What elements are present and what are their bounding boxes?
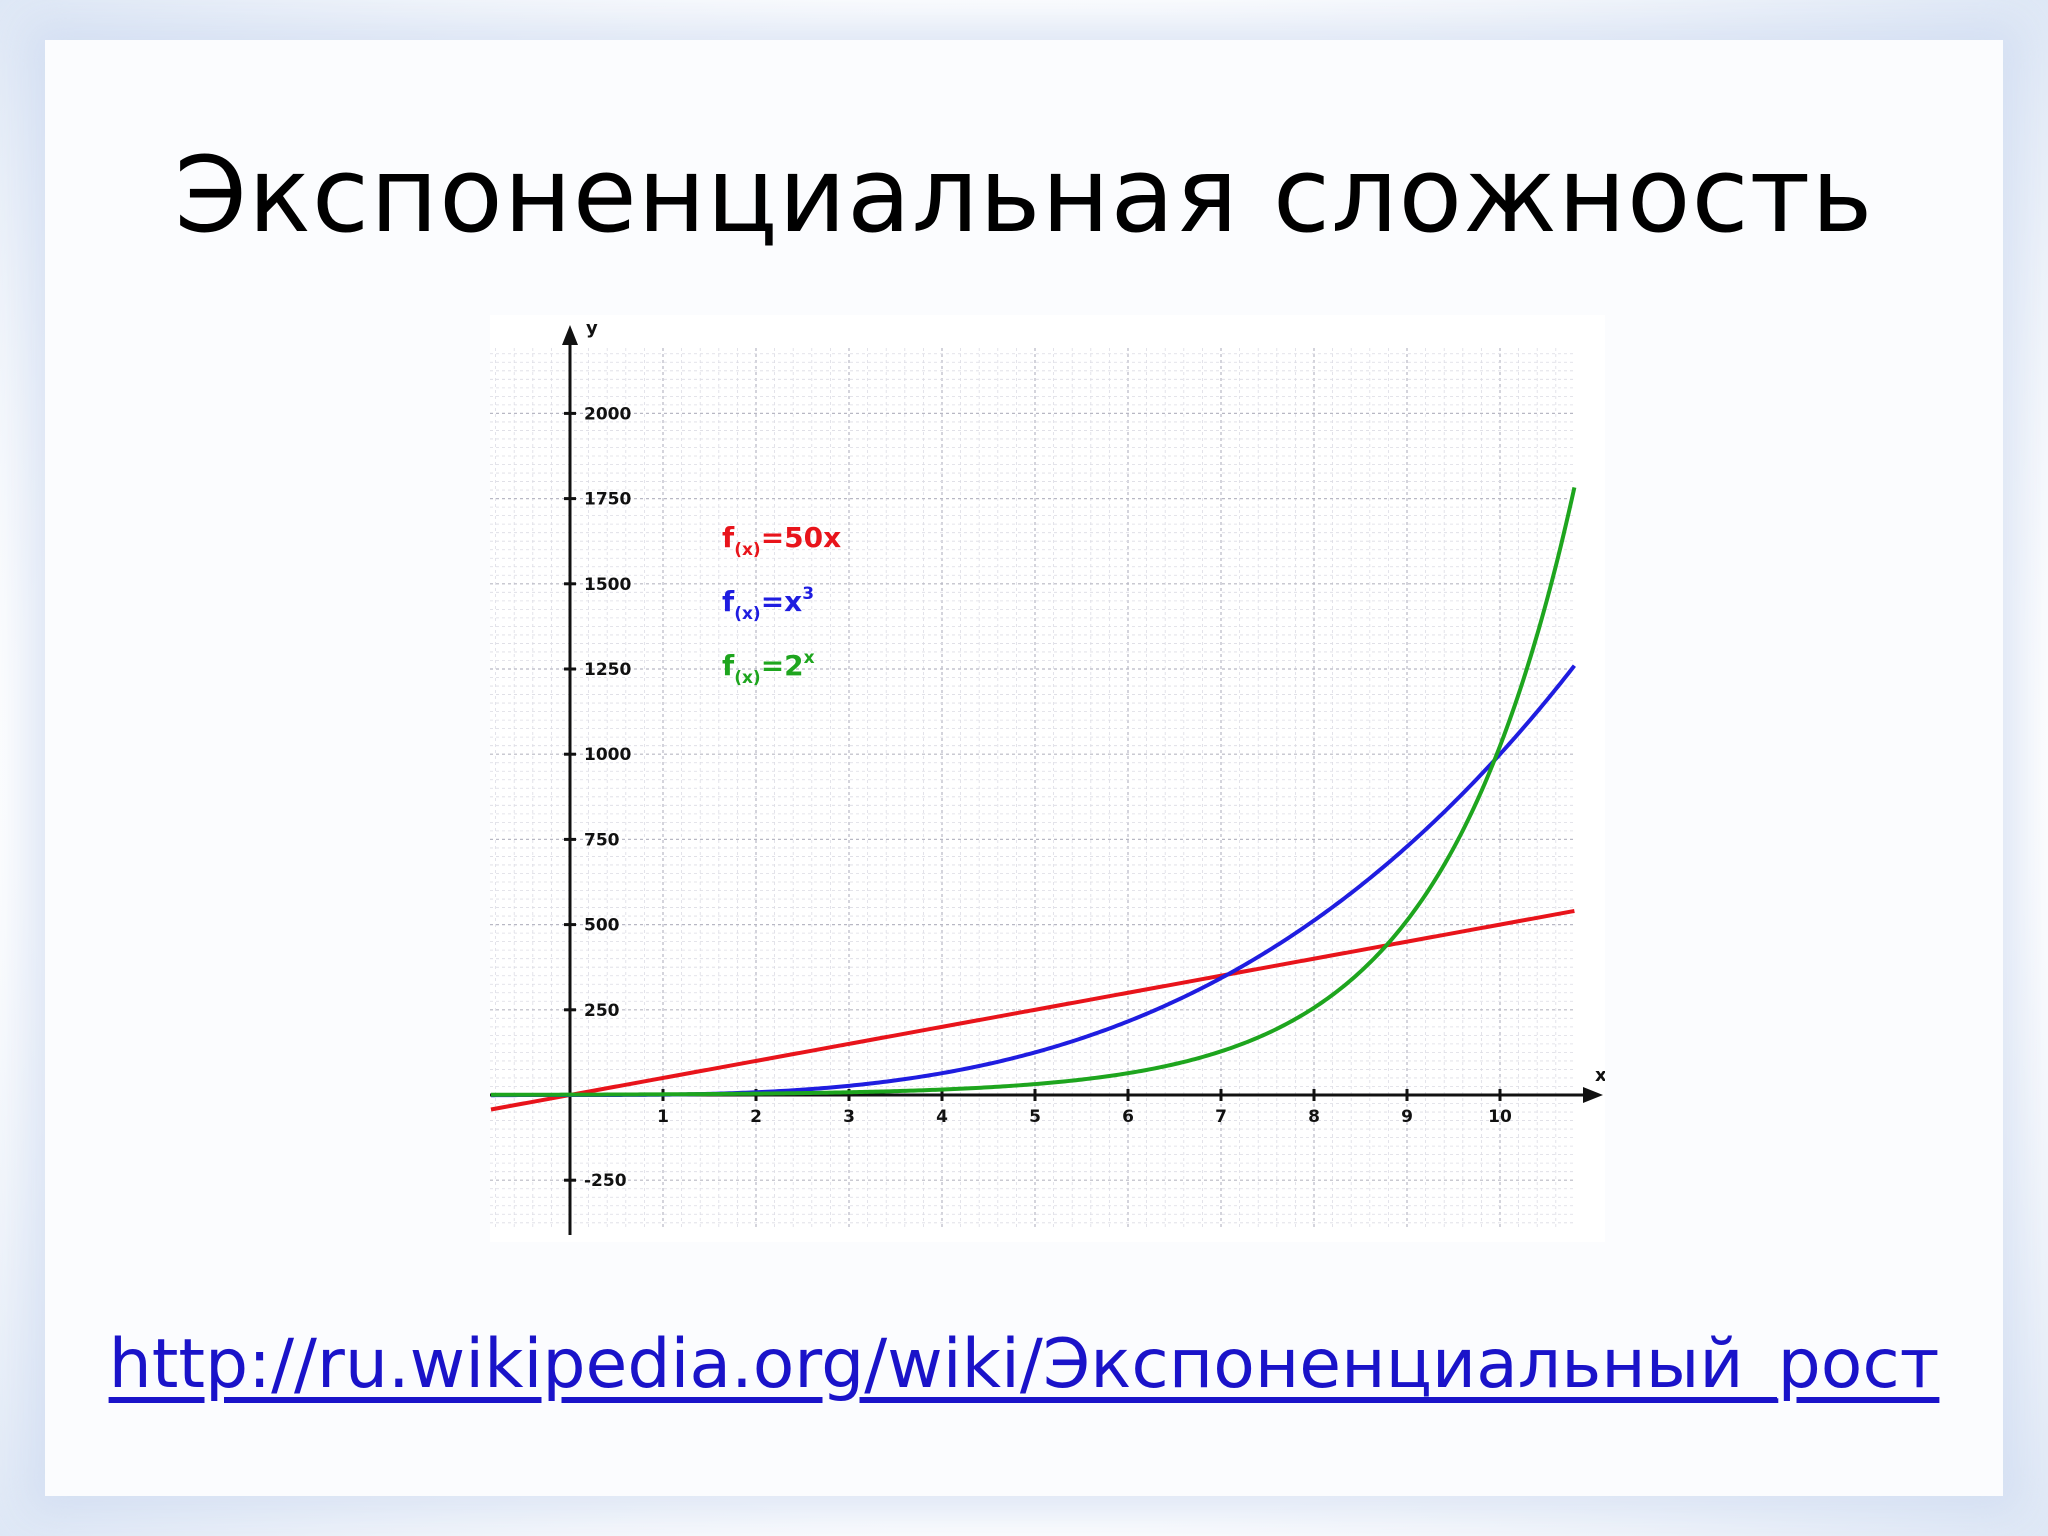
series-line-3 (490, 486, 1577, 1097)
slide-title: Экспоненциальная сложность (174, 134, 1874, 256)
chart-svg: x y 1 2 3 4 5 6 7 8 9 10 -250 250 500 750 1000 1250 1500 17… (490, 318, 1605, 1235)
y-tick-label: 1000 (584, 745, 631, 765)
x-axis-label: x (1595, 1065, 1605, 1086)
legend-entry-3: f(x)=2x (722, 648, 815, 688)
x-tick-label: 10 (1488, 1107, 1512, 1127)
x-tick-label: 8 (1308, 1107, 1320, 1127)
series-line-1 (490, 909, 1575, 1112)
y-tick-label: 1500 (584, 575, 631, 595)
y-tick-label: 1250 (584, 660, 631, 680)
y-axis-arrow (562, 325, 578, 345)
x-axis-arrow (1583, 1087, 1603, 1103)
x-tick-label: 5 (1029, 1107, 1041, 1127)
y-tick-label: 500 (584, 916, 620, 936)
y-tick-label: -250 (584, 1171, 627, 1191)
chart-grid (490, 348, 1573, 1230)
y-tick-label: 750 (584, 830, 620, 850)
y-tick-label: 250 (584, 1001, 620, 1021)
x-tick-label: 7 (1215, 1107, 1227, 1127)
legend-entry-2: f(x)=x3 (722, 584, 814, 624)
x-tick-label: 2 (750, 1107, 762, 1127)
x-tick-label: 4 (936, 1107, 948, 1127)
x-tick-label: 3 (843, 1107, 855, 1127)
x-tick-label: 1 (657, 1107, 669, 1127)
y-tick-label: 2000 (584, 404, 631, 424)
source-link[interactable]: http://ru.wikipedia.org/wiki/Экспоненциа… (108, 1325, 1940, 1404)
chart: x y 1 2 3 4 5 6 7 8 9 10 -250 250 500 750 1000 1250 1500 17… (490, 315, 1605, 1242)
x-tick-label: 9 (1401, 1107, 1413, 1127)
legend-entry-1: f(x)=50x (722, 521, 841, 560)
y-tick-label: 1750 (584, 490, 631, 510)
x-tick-label: 6 (1122, 1107, 1134, 1127)
series-line-2 (490, 664, 1576, 1098)
y-axis-label: y (586, 318, 598, 339)
